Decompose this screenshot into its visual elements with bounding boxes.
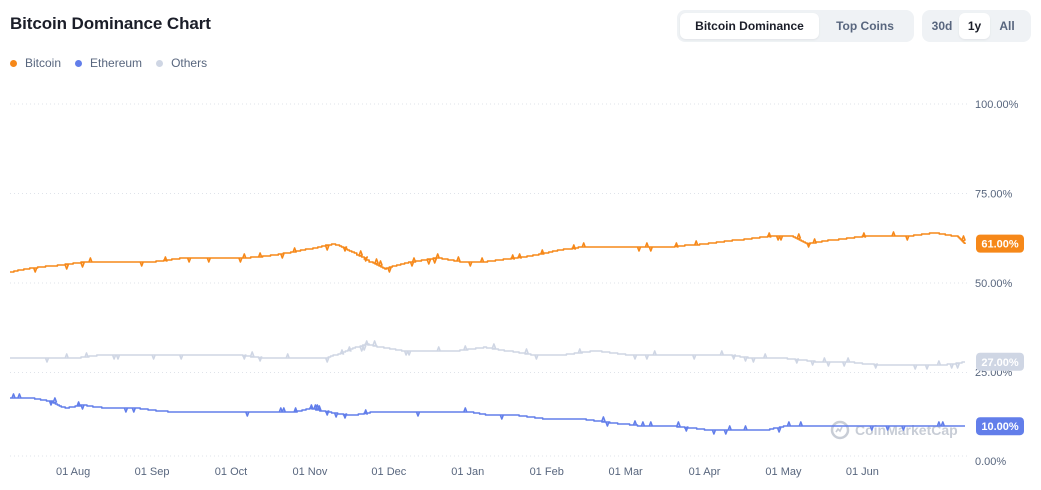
- x-tick-label: 01 Nov: [292, 466, 327, 478]
- end-label-others: 27.00%: [976, 352, 1024, 371]
- x-tick-label: 01 Apr: [689, 466, 721, 478]
- tab-top-coins[interactable]: Top Coins: [836, 19, 894, 33]
- x-tick-label: 01 May: [765, 466, 802, 478]
- bitcoin-dot-icon: [10, 59, 17, 67]
- x-axis: 01 Aug 01 Sep 01 Oct 01 Nov 01 Dec 01 Jan 01 F…: [56, 466, 879, 478]
- x-tick-label: 01 Sep: [135, 466, 170, 478]
- view-switcher: Bitcoin Dominance Top Coins: [677, 10, 914, 42]
- y-tick-label: 75.00%: [975, 189, 1013, 201]
- page-title: Bitcoin Dominance Chart: [10, 14, 211, 33]
- coinmarketcap-logo-icon: [830, 420, 850, 440]
- ethereum-dot-icon: [75, 59, 83, 67]
- x-tick-label: 01 Dec: [371, 466, 406, 478]
- x-tick-label: 01 Mar: [608, 466, 643, 478]
- x-tick-label: 01 Jun: [846, 466, 879, 478]
- x-tick-label: 01 Feb: [530, 466, 564, 478]
- range-1y-button[interactable]: 1y: [959, 13, 990, 39]
- range-all-button[interactable]: All: [999, 19, 1015, 33]
- legend-label-ethereum: Ethereum: [90, 56, 143, 70]
- y-tick-label: 0.00%: [975, 456, 1006, 468]
- series-layer: [10, 231, 966, 435]
- legend-item-others[interactable]: Others: [156, 56, 207, 70]
- end-labels: 61.00% 10.00% 27.00%: [976, 234, 1024, 436]
- end-label-value: 61.00%: [981, 239, 1019, 251]
- chart-grid: [10, 103, 968, 457]
- y-axis: 0.00%25.00%50.00%75.00%100.00%: [975, 99, 1019, 468]
- end-label-value: 27.00%: [981, 357, 1019, 369]
- range-switcher: 30d 1y All: [922, 10, 1031, 42]
- x-tick-label: 01 Oct: [215, 466, 247, 478]
- end-label-value: 10.00%: [981, 421, 1019, 433]
- end-label-bitcoin: 61.00%: [976, 234, 1024, 253]
- end-label-badge: [976, 417, 1024, 436]
- tab-bitcoin-dominance[interactable]: Bitcoin Dominance: [680, 13, 819, 39]
- end-label-badge: [976, 234, 1024, 253]
- legend-item-bitcoin[interactable]: Bitcoin: [10, 56, 61, 70]
- end-label-badge: [976, 352, 1024, 371]
- series-line-bitcoin[interactable]: [10, 231, 966, 273]
- chart-legend: Bitcoin Ethereum Others: [10, 56, 207, 70]
- end-label-ethereum: 10.00%: [976, 417, 1024, 436]
- legend-label-others: Others: [171, 56, 208, 70]
- series-line-others[interactable]: [10, 340, 965, 370]
- y-tick-label: 50.00%: [975, 278, 1013, 290]
- series-line-ethereum[interactable]: [10, 393, 965, 435]
- others-dot-icon: [156, 59, 164, 67]
- legend-label-bitcoin: Bitcoin: [25, 56, 62, 70]
- x-tick-label: 01 Jan: [451, 466, 484, 478]
- legend-item-ethereum[interactable]: Ethereum: [75, 56, 142, 70]
- range-30d-button[interactable]: 30d: [931, 19, 953, 33]
- x-tick-label: 01 Aug: [56, 466, 90, 478]
- y-tick-label: 100.00%: [975, 99, 1019, 111]
